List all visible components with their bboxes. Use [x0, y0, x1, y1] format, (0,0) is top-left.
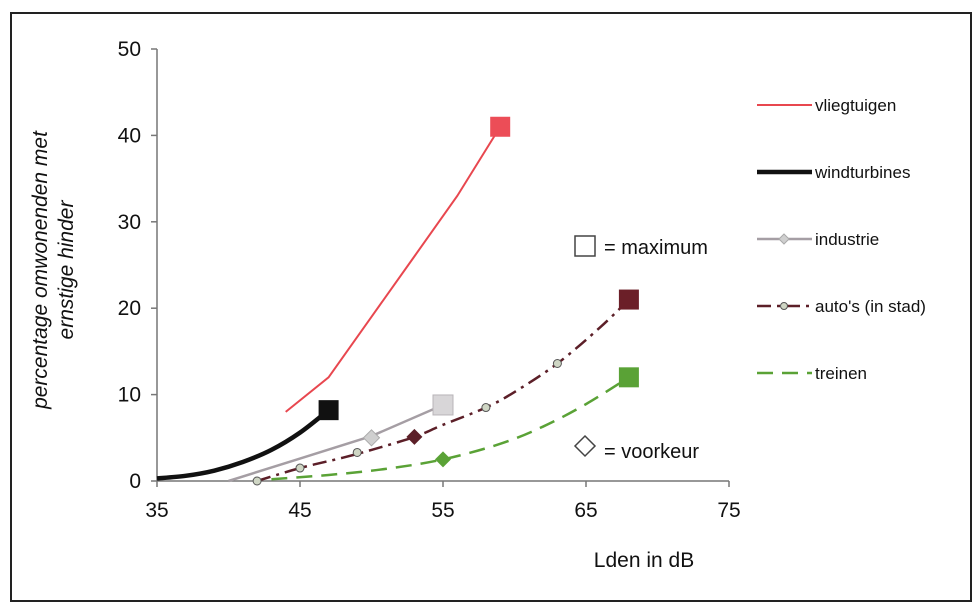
axes: 0 10 20 30 40 50 35 45 55 65 75 — [118, 38, 741, 522]
voorkeur-marker-treinen — [435, 451, 451, 468]
y-tick-label: 20 — [118, 297, 141, 320]
data-point-auto-s-in-stad — [252, 476, 262, 486]
legend-label-auto-s-in-stad: auto's (in stad) — [815, 297, 926, 316]
legend: vliegtuigen windturbines industrie auto's (… — [757, 96, 926, 383]
legend-label-windturbines: windturbines — [814, 163, 910, 182]
legend-label-industrie: industrie — [815, 230, 879, 249]
chart-frame — [10, 12, 972, 602]
series-line-auto-s-in-stad — [256, 298, 630, 483]
voorkeur-marker-industrie — [362, 429, 381, 447]
plot-area — [156, 126, 630, 483]
data-point-auto-s-in-stad — [481, 403, 491, 413]
legend-marker-industrie — [778, 233, 790, 245]
voorkeur-marker-auto-s-in-stad — [406, 428, 423, 445]
y-tick-label: 40 — [118, 124, 141, 147]
y-axis-title-line1: percentage omwonenden met — [29, 130, 52, 410]
maximum-marker-industrie — [432, 394, 454, 416]
data-point-auto-s-in-stad — [352, 447, 362, 457]
annotations: = maximum = voorkeur — [573, 235, 708, 463]
maximum-key-label: = maximum — [604, 237, 708, 259]
x-tick-label: 45 — [288, 499, 311, 522]
maximum-marker-treinen — [618, 367, 639, 388]
maximum-marker-auto-s-in-stad — [618, 289, 639, 310]
series-line-industrie — [228, 403, 444, 483]
series-line-treinen — [271, 376, 630, 481]
markers — [252, 116, 639, 486]
x-tick-label: 65 — [574, 499, 597, 522]
y-tick-label: 50 — [118, 38, 141, 61]
x-tick-label: 55 — [431, 499, 454, 522]
legend-label-treinen: treinen — [815, 364, 867, 383]
maximum-marker-windturbines — [318, 400, 339, 421]
data-point-auto-s-in-stad — [295, 463, 305, 473]
legend-marker-auto-s-in-stad — [780, 302, 788, 310]
y-tick-label: 30 — [118, 211, 141, 234]
y-axis-title-line2: ernstige hinder — [55, 200, 78, 340]
voorkeur-key-label: = voorkeur — [604, 441, 699, 463]
y-tick-label: 0 — [129, 470, 141, 493]
maximum-marker-vliegtuigen — [490, 116, 511, 137]
x-tick-label: 35 — [145, 499, 168, 522]
legend-label-vliegtuigen: vliegtuigen — [815, 96, 896, 115]
maximum-key-square — [574, 235, 596, 257]
y-tick-label: 10 — [118, 384, 141, 407]
x-axis-title: Lden in dB — [594, 549, 694, 572]
voorkeur-key-diamond — [573, 434, 597, 458]
series-line-windturbines — [156, 408, 330, 481]
series-line-vliegtuigen — [285, 126, 502, 413]
data-point-auto-s-in-stad — [552, 358, 562, 368]
x-tick-label: 75 — [717, 499, 740, 522]
